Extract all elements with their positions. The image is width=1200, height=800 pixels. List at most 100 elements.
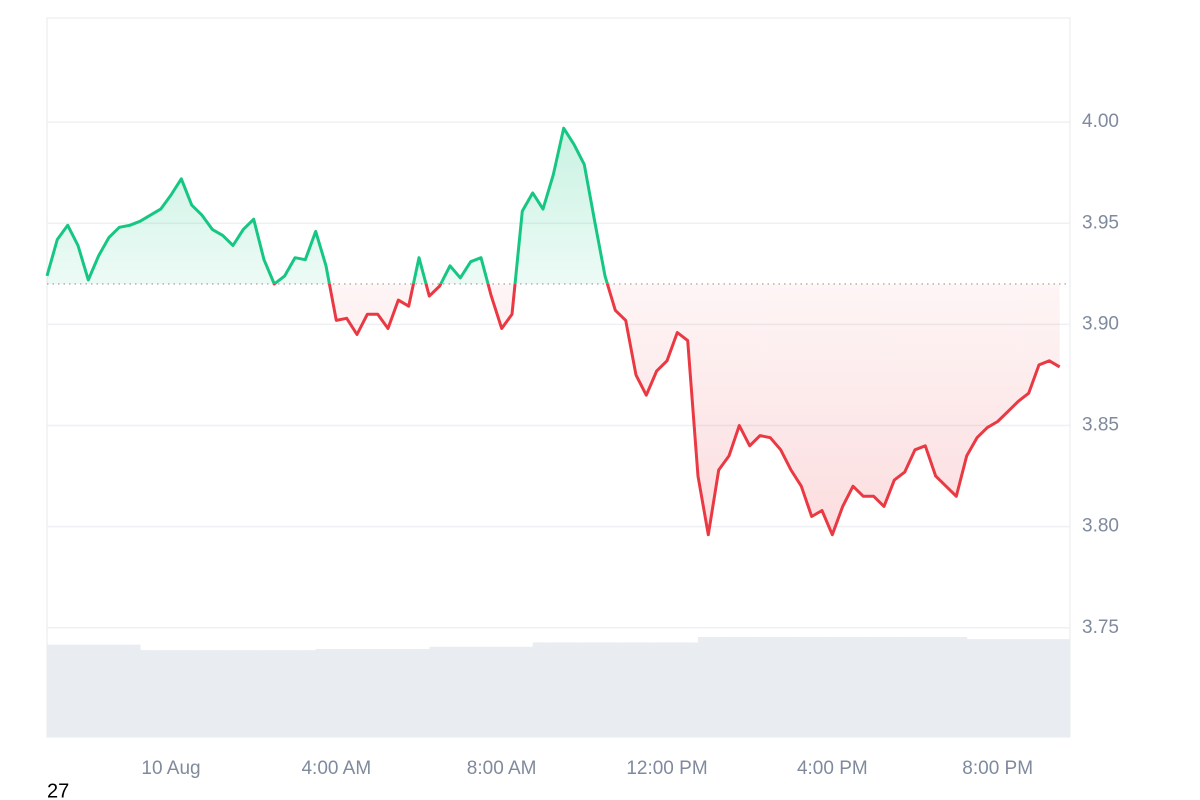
volume-bar: [946, 636, 957, 737]
volume-bar: [739, 636, 751, 737]
volume-bar: [491, 646, 503, 737]
volume-bar: [832, 636, 844, 737]
volume-bar: [439, 646, 451, 737]
volume-bar: [997, 639, 1009, 737]
x-tick-label: 10 Aug: [141, 758, 200, 779]
volume-bar: [873, 636, 885, 737]
volume-bar: [98, 644, 110, 737]
x-tick-label: 4:00 AM: [301, 758, 371, 779]
volume-bar: [698, 636, 709, 737]
volume-bar: [264, 650, 275, 737]
volume-bar: [904, 636, 916, 737]
volume-bar: [388, 649, 399, 737]
volume-bar: [1018, 639, 1030, 737]
volume-bar: [109, 644, 120, 737]
volume-bar: [47, 644, 58, 737]
y-tick-label: 3.95: [1082, 212, 1119, 233]
y-tick-label: 3.85: [1082, 415, 1119, 436]
x-tick-label: 8:00 AM: [467, 758, 537, 779]
volume-bar: [543, 642, 554, 737]
volume-bar: [863, 636, 875, 737]
volume-bar: [222, 650, 234, 737]
volume-bar: [532, 642, 544, 737]
x-tick-label: 12:00 PM: [626, 758, 707, 779]
volume-bar: [553, 642, 565, 737]
volume-bar: [884, 636, 895, 737]
volume-bar: [460, 646, 472, 737]
volume-bar: [563, 642, 575, 737]
volume-bar: [274, 650, 286, 737]
volume-bar: [894, 636, 906, 737]
volume-bar: [202, 650, 213, 737]
volume-bar: [1039, 639, 1050, 737]
volume-bar: [501, 646, 513, 737]
volume-bar: [522, 646, 534, 737]
volume-bar: [1028, 639, 1040, 737]
volume-bar: [987, 639, 999, 737]
volume-bar: [150, 650, 162, 737]
volume-bar: [315, 649, 327, 737]
volume-bar: [770, 636, 782, 737]
volume-bar: [853, 636, 864, 737]
volume-bar: [512, 646, 523, 737]
volume-bar: [729, 636, 740, 737]
volume-bar: [470, 646, 482, 737]
volume-bar: [326, 649, 337, 737]
volume-bar: [367, 649, 379, 737]
volume-bar: [760, 636, 771, 737]
area-fill: [47, 128, 1060, 535]
volume-bar: [305, 650, 317, 737]
volume-bar: [1008, 639, 1019, 737]
volume-bar: [656, 642, 668, 737]
volume-bar: [749, 636, 761, 737]
volume-bar: [718, 636, 730, 737]
volume-bar: [129, 644, 141, 737]
volume-bar: [212, 650, 224, 737]
volume-bar: [450, 646, 461, 737]
volume-bar: [284, 650, 296, 737]
volume-bar: [708, 636, 720, 737]
volume-bar: [842, 636, 854, 737]
volume-bar: [915, 636, 926, 737]
volume-bar: [925, 636, 937, 737]
volume-bar: [357, 649, 368, 737]
volume-bar: [171, 650, 182, 737]
volume-bar: [687, 642, 699, 737]
volume-bar: [801, 636, 813, 737]
volume-bar: [191, 650, 203, 737]
y-tick-label: 3.80: [1082, 516, 1119, 537]
volume-bar: [966, 639, 978, 737]
footer-text: 27: [47, 780, 69, 800]
volume-bar: [295, 650, 306, 737]
x-tick-label: 8:00 PM: [962, 758, 1033, 779]
volume-bar: [253, 650, 265, 737]
volume-bar: [646, 642, 658, 737]
volume-bar: [408, 649, 420, 737]
volume-bar: [346, 649, 358, 737]
volume-bar: [119, 644, 131, 737]
volume-bar: [935, 636, 947, 737]
volume-bar: [160, 650, 172, 737]
volume-bar: [67, 644, 79, 737]
volume-bar: [140, 650, 151, 737]
volume-bar: [677, 642, 689, 737]
volume-bar: [977, 639, 988, 737]
volume-bar: [625, 642, 637, 737]
volume-bar: [780, 636, 792, 737]
volume-bar: [822, 636, 833, 737]
volume-bar: [233, 650, 244, 737]
y-tick-label: 4.00: [1082, 111, 1119, 132]
volume-bar: [584, 642, 596, 737]
volume-bar: [181, 650, 193, 737]
volume-bar: [667, 642, 678, 737]
volume-bar: [1049, 639, 1061, 737]
x-tick-label: 4:00 PM: [797, 758, 868, 779]
volume-bar: [243, 650, 255, 737]
volume-bar: [1059, 639, 1071, 737]
volume-bar: [481, 646, 492, 737]
volume-bar: [419, 649, 430, 737]
volume-bar: [615, 642, 627, 737]
volume-bar: [336, 649, 348, 737]
volume-bar: [377, 649, 389, 737]
